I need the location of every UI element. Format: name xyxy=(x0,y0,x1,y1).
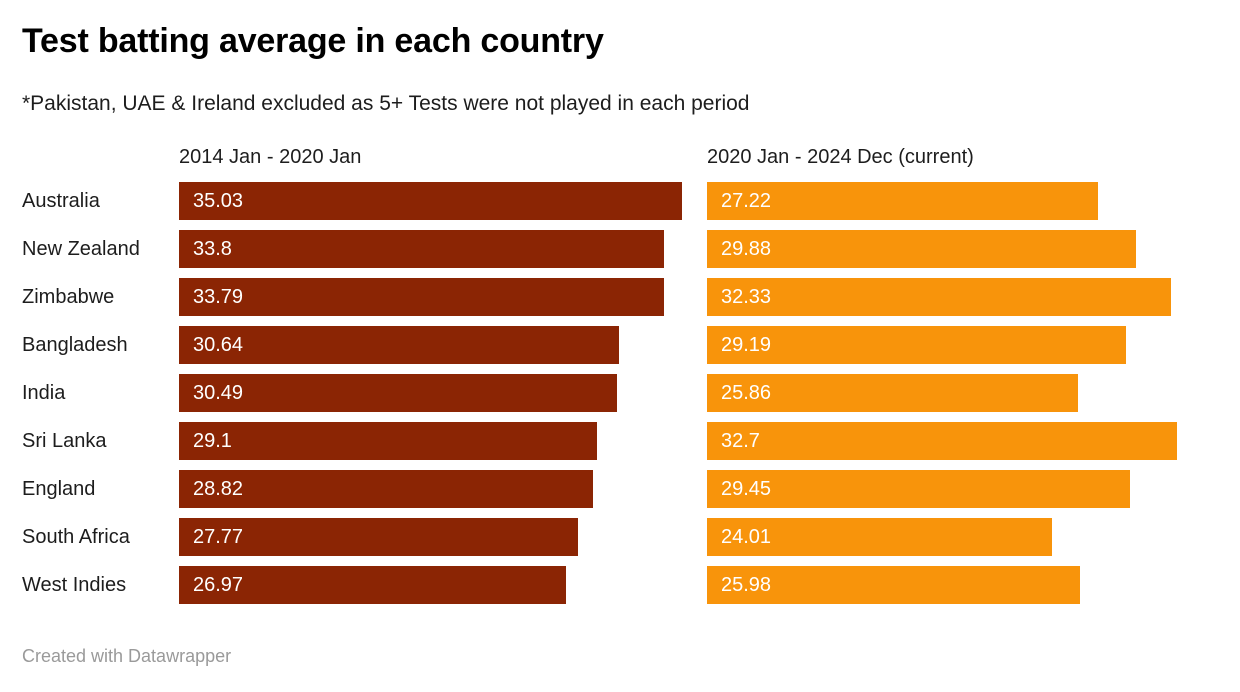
bar-cell-period1: 26.97 xyxy=(179,566,707,604)
chart-row: England 28.82 29.45 xyxy=(22,470,1218,508)
datawrapper-attribution-link[interactable]: Created with Datawrapper xyxy=(22,646,232,666)
bar-period1[interactable]: 35.03 xyxy=(179,182,682,220)
column-header-period1: 2014 Jan - 2020 Jan xyxy=(179,146,362,168)
bar-value-label: 25.86 xyxy=(721,381,772,404)
bar-value-label: 30.64 xyxy=(193,333,244,356)
bar-value-label: 32.7 xyxy=(721,429,760,452)
bar-cell-period2: 25.86 xyxy=(707,374,1218,412)
country-label: New Zealand xyxy=(22,238,140,260)
bar-value-label: 30.49 xyxy=(193,381,244,404)
bar-period1[interactable]: 30.64 xyxy=(179,326,619,364)
bar-cell-period1: 30.64 xyxy=(179,326,707,364)
country-label: Sri Lanka xyxy=(22,430,107,452)
country-label: England xyxy=(22,478,96,500)
bar-period1[interactable]: 33.8 xyxy=(179,230,664,268)
bar-value-label: 26.97 xyxy=(193,573,244,596)
bar-period2[interactable]: 29.19 xyxy=(707,326,1126,364)
bar-period2[interactable]: 29.45 xyxy=(707,470,1130,508)
bar-period2[interactable]: 24.01 xyxy=(707,518,1052,556)
chart-row: Bangladesh 30.64 29.19 xyxy=(22,326,1218,364)
bar-value-label: 33.79 xyxy=(193,285,244,308)
bar-rows: Australia 35.03 27.22 New Zealand 33.8 29.88 Z… xyxy=(22,182,1218,614)
bar-value-label: 29.1 xyxy=(193,429,232,452)
bar-cell-period2: 24.01 xyxy=(707,518,1218,556)
bar-period2[interactable]: 27.22 xyxy=(707,182,1098,220)
bar-period1[interactable]: 30.49 xyxy=(179,374,617,412)
bar-period1[interactable]: 26.97 xyxy=(179,566,566,604)
bar-cell-period1: 29.1 xyxy=(179,422,707,460)
bar-cell-period1: 27.77 xyxy=(179,518,707,556)
bar-cell-period2: 32.33 xyxy=(707,278,1218,316)
country-label: South Africa xyxy=(22,526,130,548)
bar-value-label: 29.88 xyxy=(721,237,772,260)
bar-period2[interactable]: 29.88 xyxy=(707,230,1136,268)
bar-period2[interactable]: 25.98 xyxy=(707,566,1080,604)
bar-period2[interactable]: 25.86 xyxy=(707,374,1078,412)
bar-cell-period1: 28.82 xyxy=(179,470,707,508)
bar-period2[interactable]: 32.33 xyxy=(707,278,1171,316)
bar-period2[interactable]: 32.7 xyxy=(707,422,1177,460)
bar-period1[interactable]: 28.82 xyxy=(179,470,593,508)
chart-title: Test batting average in each country xyxy=(22,22,604,60)
bar-cell-period2: 27.22 xyxy=(707,182,1218,220)
bar-value-label: 33.8 xyxy=(193,237,232,260)
chart-row: Sri Lanka 29.1 32.7 xyxy=(22,422,1218,460)
bar-value-label: 29.19 xyxy=(721,333,772,356)
bar-value-label: 24.01 xyxy=(721,525,772,548)
bar-cell-period2: 29.19 xyxy=(707,326,1218,364)
column-header-period2: 2020 Jan - 2024 Dec (current) xyxy=(707,146,974,168)
bar-cell-period1: 35.03 xyxy=(179,182,707,220)
country-label: Zimbabwe xyxy=(22,286,115,308)
bar-cell-period2: 29.88 xyxy=(707,230,1218,268)
bar-value-label: 35.03 xyxy=(193,189,244,212)
chart-row: West Indies 26.97 25.98 xyxy=(22,566,1218,604)
bar-value-label: 32.33 xyxy=(721,285,772,308)
bar-period1[interactable]: 33.79 xyxy=(179,278,664,316)
chart-row: South Africa 27.77 24.01 xyxy=(22,518,1218,556)
country-label: Australia xyxy=(22,190,100,212)
bar-cell-period1: 33.8 xyxy=(179,230,707,268)
country-label: India xyxy=(22,382,66,404)
chart-row: New Zealand 33.8 29.88 xyxy=(22,230,1218,268)
bar-period1[interactable]: 29.1 xyxy=(179,422,597,460)
bar-value-label: 27.22 xyxy=(721,189,772,212)
country-label: West Indies xyxy=(22,574,127,596)
bar-cell-period2: 32.7 xyxy=(707,422,1218,460)
column-headers: 2014 Jan - 2020 Jan 2020 Jan - 2024 Dec … xyxy=(22,146,1218,170)
bar-value-label: 27.77 xyxy=(193,525,244,548)
chart-row: India 30.49 25.86 xyxy=(22,374,1218,412)
bar-value-label: 29.45 xyxy=(721,477,772,500)
bar-cell-period2: 29.45 xyxy=(707,470,1218,508)
country-label: Bangladesh xyxy=(22,334,128,356)
chart-subtitle: *Pakistan, UAE & Ireland excluded as 5+ … xyxy=(22,92,750,115)
bar-value-label: 28.82 xyxy=(193,477,244,500)
bar-cell-period1: 30.49 xyxy=(179,374,707,412)
chart-row: Australia 35.03 27.22 xyxy=(22,182,1218,220)
bar-cell-period1: 33.79 xyxy=(179,278,707,316)
bar-value-label: 25.98 xyxy=(721,573,772,596)
chart-row: Zimbabwe 33.79 32.33 xyxy=(22,278,1218,316)
bar-cell-period2: 25.98 xyxy=(707,566,1218,604)
bar-period1[interactable]: 27.77 xyxy=(179,518,578,556)
